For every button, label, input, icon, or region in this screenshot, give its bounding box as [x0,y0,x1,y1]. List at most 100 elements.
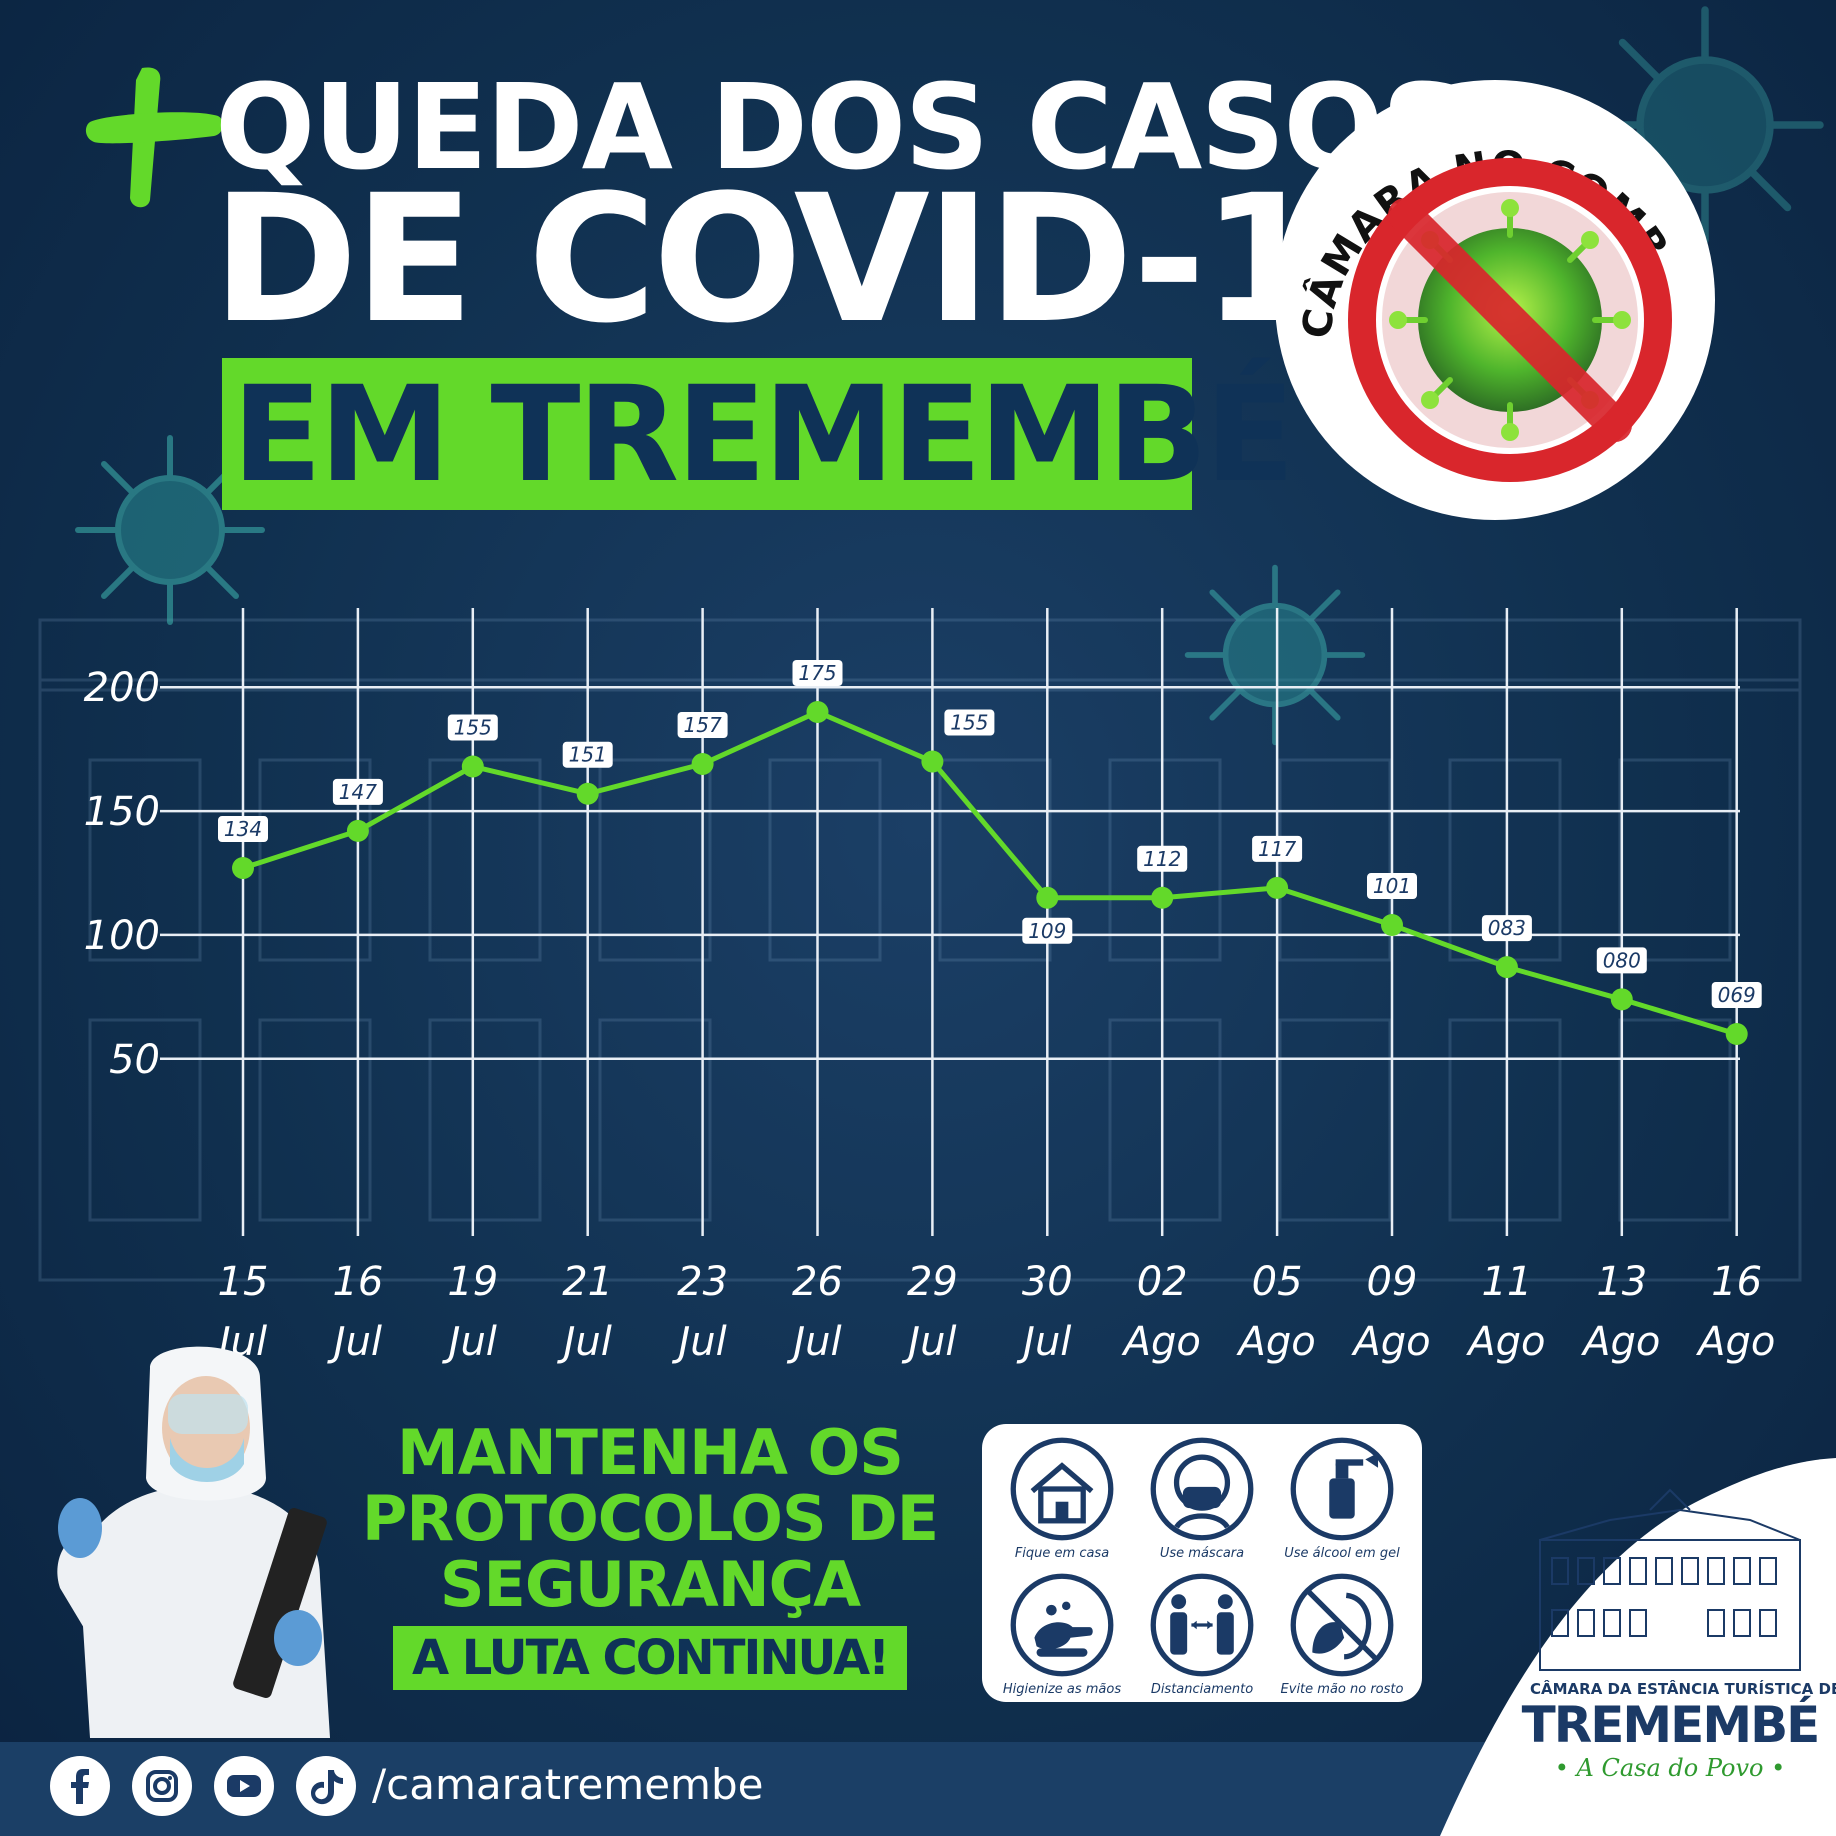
x-tick-label-month: Ago [1465,1319,1545,1365]
data-label: 147 [339,780,377,804]
x-tick-label-month: Jul [901,1319,956,1365]
x-tick-label-day: 16 [332,1259,383,1305]
distance-icon [1150,1573,1254,1677]
y-tick-label: 100 [84,913,160,959]
data-label: 101 [1373,874,1411,898]
cta-line-3: SEGURANÇA [439,1548,861,1621]
protocol-sanitizer: Use álcool em gel [1272,1436,1412,1566]
protocol-label: Distanciamento [1150,1682,1254,1697]
no-virus-icon [1348,158,1672,482]
x-tick-label-day: 02 [1137,1259,1188,1305]
headline-line-3: EM TREMEMBÉ [232,358,1295,512]
protocol-label: Evite mão no rosto [1280,1682,1404,1697]
x-tick-label-day: 09 [1367,1259,1418,1305]
cta-line-1: MANTENHA OS [397,1416,904,1489]
cta-line-2: PROTOCOLOS DE [361,1482,939,1555]
protocols-card: Fique em casa Use máscara Use álcool em … [982,1424,1422,1702]
facebook-icon[interactable] [50,1756,110,1816]
x-tick-label-month: Jul [671,1319,726,1365]
virus-icon [1586,6,1824,244]
data-label: 175 [798,661,836,685]
logo-background-wave [1440,1458,1836,1836]
data-label: 109 [1028,919,1066,943]
x-tick-label-month: Jul [1016,1319,1071,1365]
x-tick-label-day: 21 [562,1259,613,1305]
x-tick-label-day: 29 [907,1259,958,1305]
data-point [1266,876,1289,899]
data-label: 112 [1143,847,1181,871]
y-tick-label: 200 [84,665,160,711]
chamber-building-icon [1539,1488,1801,1671]
data-label: 080 [1603,948,1641,972]
data-label-box [944,709,995,736]
tiktok-icon[interactable] [296,1756,356,1816]
data-label-box [562,741,613,768]
data-point [1381,914,1403,937]
x-tick-label-day: 16 [1711,1259,1762,1305]
protocol-stay-home: Fique em casa [992,1436,1132,1566]
data-label: 134 [224,817,262,841]
data-label: 155 [950,711,988,735]
data-label-box [1481,915,1532,942]
protocol-label: Fique em casa [1014,1546,1110,1561]
logo-subtitle: CÂMARA DA ESTÂNCIA TURÍSTICA DE [1530,1680,1836,1698]
data-point [1495,956,1518,979]
data-label-box [447,714,498,741]
protocol-label: Higienize as mãos [1002,1682,1122,1697]
headline-highlight-box: EM TREMEMBÉ [222,358,1295,512]
x-tick-label-month: Jul [327,1319,382,1365]
virus-icon [75,435,265,625]
headline: QUEDA DOS CASOS DE COVID-19 EM TREMEMBÉ [0,0,1467,530]
data-point [921,750,944,773]
x-tick-label-month: Jul [442,1319,497,1365]
protocol-wash-hands: Higienize as mãos [992,1572,1132,1702]
data-point [346,819,369,842]
headline-line-2: DE COVID-19 [212,157,1443,362]
data-label: 151 [569,743,607,767]
data-point [1036,886,1059,909]
x-tick-label-month: Ago [1235,1319,1315,1365]
x-tick-label-day: 13 [1596,1259,1647,1305]
mask-icon [1150,1437,1254,1541]
protocol-mask: Use máscara [1132,1436,1272,1566]
youtube-icon[interactable] [214,1756,274,1816]
data-point [232,857,254,880]
wash-hands-icon [1010,1573,1114,1677]
data-point [576,782,599,805]
data-label: 155 [454,715,492,739]
data-label: 157 [684,713,722,737]
logo-tagline: • A Casa do Povo • [1554,1754,1786,1782]
protocol-distance: Distanciamento [1132,1572,1272,1702]
instagram-icon[interactable] [132,1756,192,1816]
x-tick-label-month: Ago [1121,1319,1201,1365]
call-to-action: MANTENHA OS PROTOCOLOS DE SEGURANÇA A LU… [360,1420,940,1690]
covid-combat-badge: CÂMARA NO COMBATE A COVID-19 [1240,70,1715,520]
no-face-touch-icon [1290,1573,1394,1677]
data-label: 069 [1718,983,1756,1007]
data-label-box [332,778,383,805]
x-tick-label-day: 15 [218,1259,269,1305]
x-tick-label-month: Jul [786,1319,841,1365]
data-point [1151,886,1174,909]
x-tick-label-month: Jul [557,1319,612,1365]
sanitizer-icon [1290,1437,1394,1541]
protocol-label: Use álcool em gel [1284,1546,1400,1561]
data-label-box [677,712,728,739]
x-tick-label-day: 26 [792,1259,843,1305]
series-line [242,709,1738,1037]
data-point [806,700,829,723]
data-point [1610,988,1633,1011]
data-point [1725,1023,1748,1046]
data-point [691,753,714,776]
x-tick-label-month: Ago [1695,1319,1775,1365]
building-background [38,618,1802,1282]
y-tick-label: 150 [84,789,160,835]
data-label-box [1711,982,1762,1009]
social-handle[interactable]: /camaratremembe [372,1760,764,1809]
data-label: 117 [1258,837,1296,861]
data-label-box [1367,873,1417,900]
virus-icon [1184,564,1366,746]
house-icon [1010,1437,1114,1541]
x-tick-label-day: 11 [1481,1259,1532,1305]
x-tick-label-day: 19 [447,1259,498,1305]
